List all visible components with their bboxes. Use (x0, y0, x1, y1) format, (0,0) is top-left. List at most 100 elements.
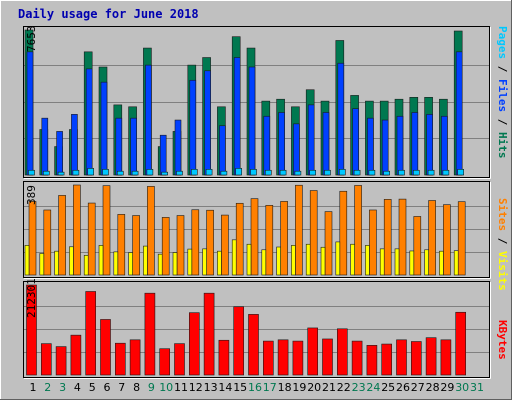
pages-bar (368, 169, 376, 176)
x-tick-label: 6 (103, 381, 111, 394)
kbytes-bar (292, 340, 304, 376)
kbytes-bar (366, 345, 378, 376)
pages-bar (457, 169, 465, 176)
sites-bar (276, 246, 281, 276)
kbytes-bar (144, 292, 156, 376)
files-bar (145, 64, 152, 176)
visits-bar (28, 201, 37, 276)
pages-bar (324, 169, 331, 176)
x-tick-label: 1 (29, 381, 37, 394)
pages-bar (294, 170, 302, 176)
pages-bar (131, 170, 139, 176)
x-tick-label: 8 (133, 381, 141, 394)
legend-pages: Pages (496, 26, 509, 60)
kbytes-bar (440, 339, 452, 376)
sites-bar (24, 245, 30, 276)
files-bar (293, 123, 300, 176)
x-tick-label: 3 (59, 381, 67, 394)
top-panel-legend: Pages / Files / Hits (496, 26, 509, 159)
files-bar (219, 125, 226, 176)
legend-hits: Hits (496, 132, 509, 159)
files-bar (100, 81, 108, 176)
pages-bar (442, 169, 450, 176)
pages-bar (250, 169, 257, 176)
visits-bar (43, 209, 52, 276)
x-tick-label: 4 (73, 381, 81, 394)
top-panel-ymax: 7653 (25, 25, 38, 53)
files-bar (233, 57, 241, 176)
kbytes-bar (203, 292, 215, 376)
x-tick-label: 10 (159, 381, 174, 394)
x-tick-label: 13 (203, 381, 218, 394)
visits-bar (339, 190, 348, 276)
visits-bar (280, 201, 288, 276)
sites-bar (365, 245, 370, 276)
files-bar (204, 70, 211, 176)
visits-bar (221, 214, 229, 276)
x-tick-label: 28 (425, 381, 440, 394)
files-bar (278, 112, 285, 176)
visits-bar (413, 216, 422, 276)
legend-kbytes: KBytes (496, 320, 509, 360)
pages-bar (220, 170, 228, 176)
pages-bar (412, 169, 420, 176)
kbytes-bar (307, 327, 319, 376)
kbytes-bar (100, 319, 111, 376)
files-bar (367, 117, 374, 176)
sites-bar (424, 249, 429, 276)
x-tick-label: 12 (188, 381, 203, 394)
visits-bar (443, 204, 451, 276)
files-bar (26, 51, 34, 176)
files-bar (248, 66, 256, 176)
pages-bar (57, 171, 65, 176)
legend-sep: / (496, 59, 509, 79)
x-tick-label: 31 (470, 381, 484, 394)
kbytes-bar (410, 341, 422, 376)
bot-panel-legend: KBytes (496, 320, 509, 360)
kbytes-bar (159, 348, 170, 376)
x-tick-label: 25 (381, 381, 396, 394)
pages-bar (191, 169, 198, 176)
legend-sites: Sites (496, 198, 509, 232)
sites-bar (379, 248, 385, 276)
pages-bar (161, 171, 168, 176)
kbytes-bar (262, 340, 274, 376)
sites-bar (350, 243, 355, 276)
visits-bar (206, 209, 214, 276)
visits-bar (73, 184, 81, 276)
kbytes-bar (129, 339, 141, 376)
x-tick-label: 18 (277, 381, 292, 394)
files-bar (41, 117, 49, 176)
kbytes-bar (85, 291, 96, 376)
pages-bar (398, 169, 405, 176)
files-bar (307, 104, 315, 176)
mid-panel-legend: Sites / Visits (496, 198, 509, 291)
files-bar (263, 115, 271, 176)
visits-bar (102, 185, 111, 276)
pages-bar (42, 170, 50, 176)
sites-bar (335, 241, 341, 276)
kbytes-bar (40, 343, 52, 376)
kbytes-bar (322, 338, 333, 376)
visits-bar (250, 198, 259, 276)
x-tick-label: 21 (322, 381, 336, 394)
sites-bar (83, 255, 89, 276)
visits-bar (117, 214, 126, 276)
visits-bar (87, 202, 96, 276)
visits-bar (176, 215, 185, 276)
visits-bar (354, 185, 362, 276)
kbytes-bar (248, 314, 259, 376)
sites-bar (202, 248, 207, 276)
x-tick-label: 20 (307, 381, 322, 394)
sites-bar (157, 253, 163, 276)
pages-bar (117, 170, 124, 176)
x-tick-label: 7 (118, 381, 126, 394)
sites-bar (231, 239, 237, 276)
x-tick-label: 5 (88, 381, 96, 394)
files-bar (337, 62, 345, 176)
kbytes-bar (218, 339, 230, 376)
x-tick-label: 2 (44, 381, 52, 394)
kbytes-bar (425, 337, 437, 376)
files-bar (441, 115, 448, 176)
